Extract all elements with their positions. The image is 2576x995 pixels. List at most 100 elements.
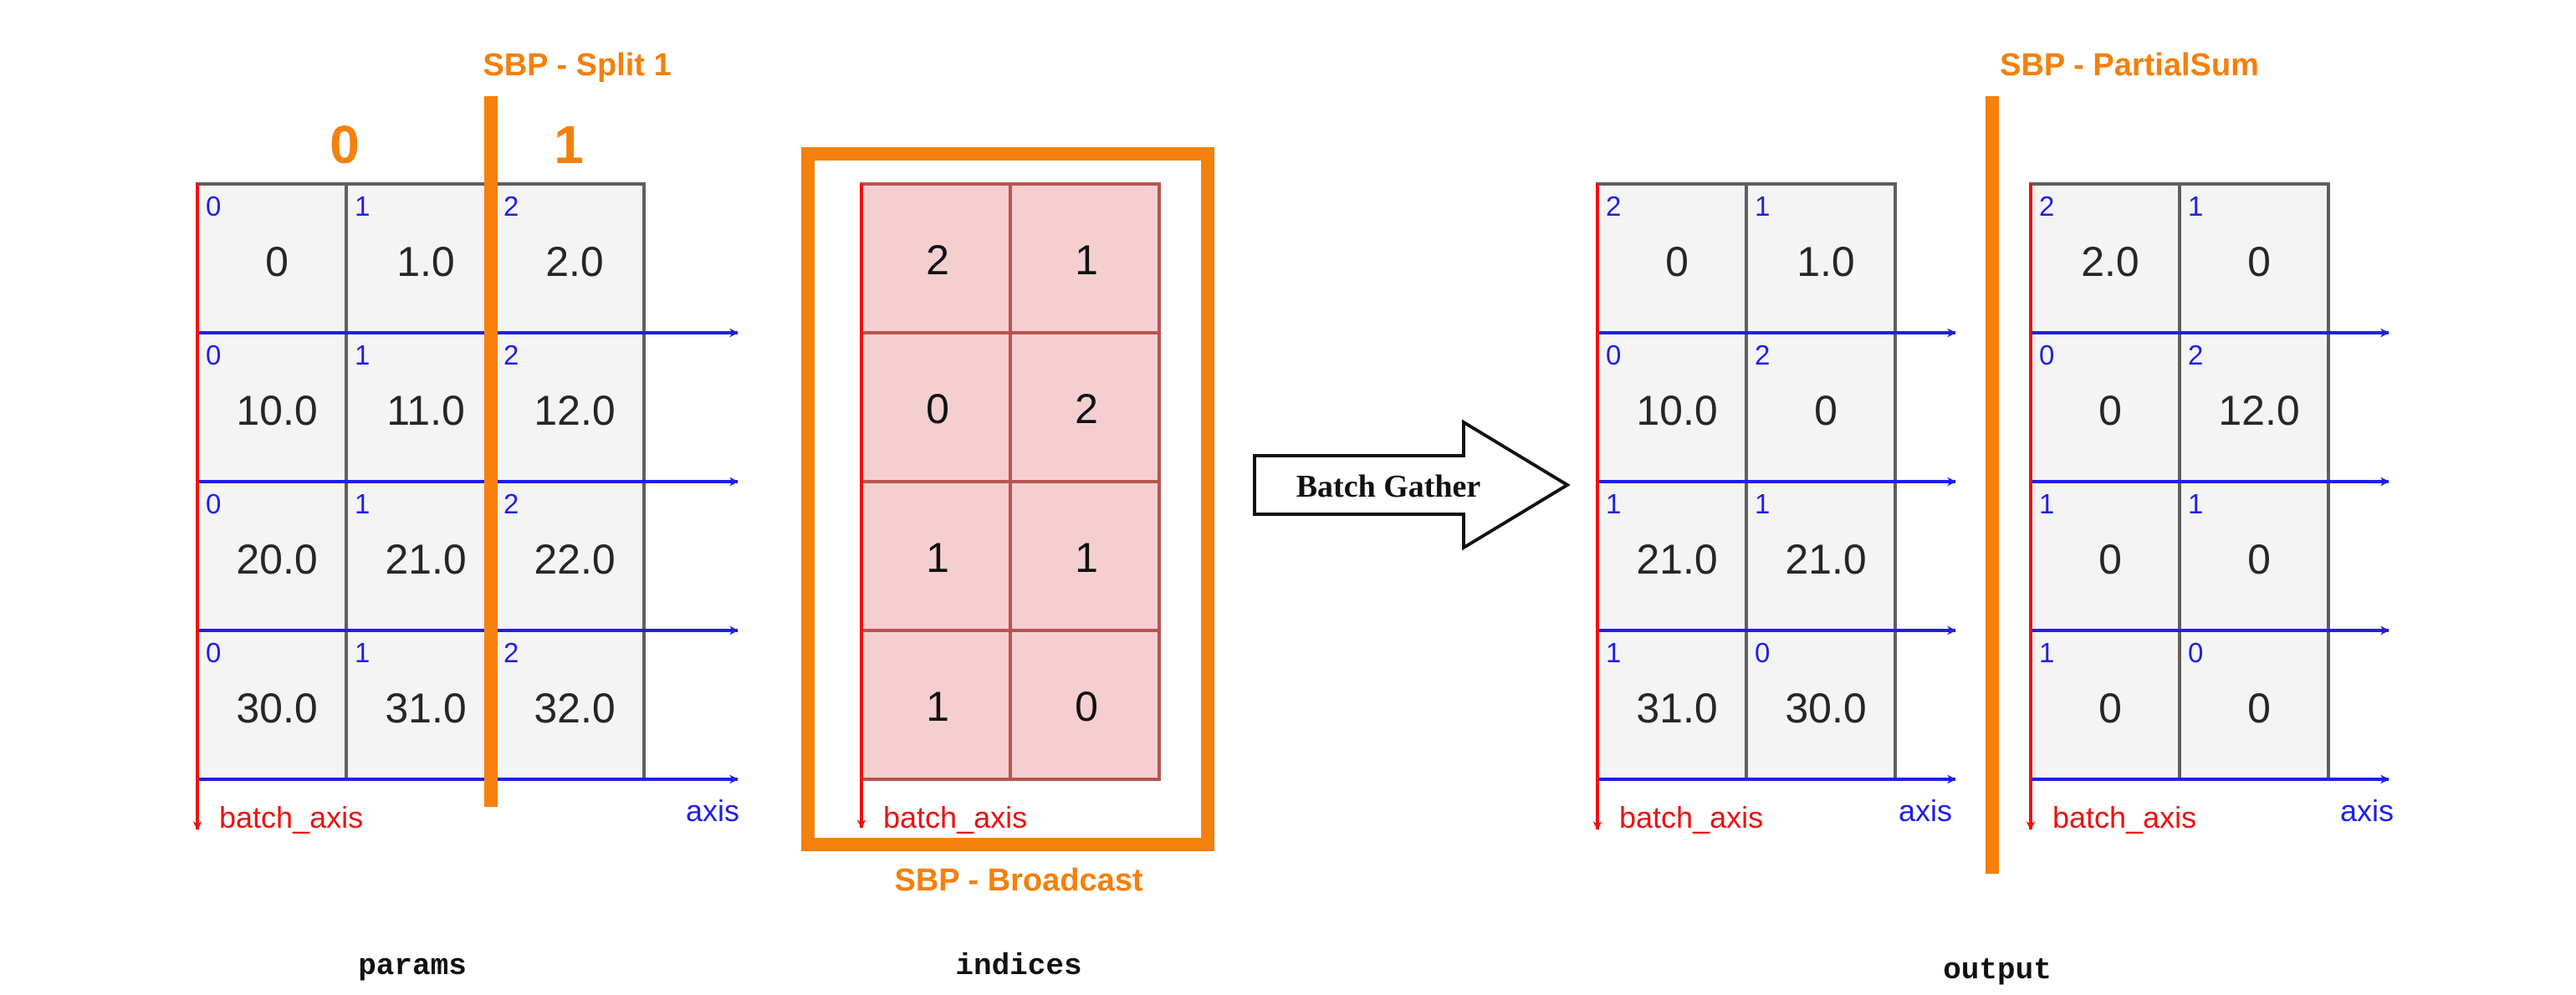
indices-caption: indices [955,949,1081,983]
params-cell [493,480,646,632]
output-left-cell-value: 0 [1665,238,1689,285]
params-cell-value: 1.0 [396,238,455,285]
output-right-cell-value: 0 [2098,536,2122,583]
output-left-cell [1745,480,1897,632]
params-sbp-label: SBP - Split 1 [483,48,671,83]
output-left-cell-index: 1 [1606,488,1621,519]
output-sbp-label: SBP - PartialSum [2000,48,2259,83]
params-cell-value: 21.0 [385,536,466,583]
output-right-cell-index: 1 [2188,191,2203,222]
output-right-cell-index: 1 [2039,637,2054,668]
params-cell [493,331,646,483]
indices-cell [860,480,1012,632]
output-left-cell-value: 0 [1814,387,1837,434]
indices-grid: 2 1 0 2 1 1 1 0 [860,182,1161,781]
output-left-cell-value: 31.0 [1636,685,1717,732]
params-partition-0: 0 [330,115,360,175]
params-cell-index: 1 [355,339,370,370]
params-cell-value: 32.0 [534,685,615,732]
params-cell-index: 0 [206,637,221,668]
params-cell-index: 0 [206,339,221,370]
indices-cell-value: 1 [926,683,949,730]
output-right-axis-label: axis [2340,793,2394,828]
output-right-batch-axis-label: batch_axis [2052,800,2196,834]
params-cell-index: 2 [503,339,519,370]
indices-broadcast-frame [801,147,1214,851]
output-right-cell-index: 1 [2039,488,2054,519]
params-cell-value: 31.0 [385,685,466,732]
params-batch-axis-label: batch_axis [219,800,363,834]
output-axes [1592,184,2390,831]
output-left-axis-label: axis [1899,793,1952,828]
params-cell-index: 2 [503,488,519,519]
params-axis-label: axis [686,793,739,828]
indices-cell [1009,480,1161,632]
output-right-cell [2178,629,2330,781]
params-cell-index: 1 [355,637,370,668]
output-right-cell-value: 0 [2247,685,2271,732]
params-cell-index: 2 [503,637,519,668]
output-left-cell-index: 1 [1606,637,1621,668]
params-cell [345,480,497,632]
params-cell-value: 12.0 [534,387,615,434]
indices-cell [860,331,1012,483]
params-cell-index: 2 [503,191,519,222]
indices-cell-value: 0 [926,385,949,432]
params-cell-value: 0 [265,238,289,285]
output-right-grid: 2 2.0 1 0 0 0 2 12.0 1 0 1 0 1 0 0 0 [2029,182,2330,781]
output-right-cell-index: 1 [2188,488,2203,519]
output-left-cell [1745,182,1897,334]
output-right-cell-value: 0 [2247,238,2271,285]
params-caption: params [358,949,467,983]
output-left-cell-value: 10.0 [1636,387,1717,434]
output-left-cell-index: 0 [1755,637,1770,668]
params-cell-value: 10.0 [236,387,317,434]
output-left-cell-index: 1 [1755,191,1770,222]
indices-cell-value: 1 [926,534,949,581]
params-cell-value: 22.0 [534,536,615,583]
output-right-cell-value: 12.0 [2218,387,2299,434]
output-right-cell-index: 2 [2188,339,2203,370]
params-partition-1: 1 [554,115,584,175]
batch-gather-arrow [1253,419,1571,551]
indices-batch-axis-label: batch_axis [883,800,1027,834]
params-cell [345,331,497,483]
output-right-cell-index: 0 [2039,339,2054,370]
indices-cell-value: 2 [1075,385,1098,432]
output-left-cell-index: 0 [1606,339,1621,370]
output-left-cell-index: 1 [1755,488,1770,519]
output-right-cell-value: 0 [2098,387,2122,434]
batch-gather-label: Batch Gather [1296,469,1481,504]
output-right-cell-value: 0 [2247,536,2271,583]
output-right-cell [2178,182,2330,334]
output-right-cell-value: 0 [2098,685,2122,732]
output-caption: output [1943,953,2052,987]
params-cell-value: 20.0 [236,536,317,583]
output-right-cell-index: 2 [2039,191,2054,222]
indices-cell-value: 1 [1075,534,1098,581]
params-cell [196,182,348,334]
output-left-cell-value: 30.0 [1785,685,1866,732]
params-axes [192,184,739,831]
output-right-cell-index: 0 [2188,637,2203,668]
indices-cell-value: 1 [1075,237,1098,283]
params-cell-index: 1 [355,191,370,222]
output-left-cell-value: 1.0 [1797,238,1855,285]
params-cell-value: 2.0 [545,238,604,285]
output-left-cell-value: 21.0 [1636,536,1717,583]
output-left-cell-index: 2 [1755,339,1770,370]
output-right-cell [2178,480,2330,632]
params-cell [493,182,646,334]
indices-sbp-label: SBP - Broadcast [894,863,1142,898]
indices-cell-value: 0 [1075,683,1098,730]
output-left-cell-value: 21.0 [1785,536,1866,583]
indices-cell-value: 2 [926,237,949,283]
output-left-cell [1596,629,1748,781]
output-left-batch-axis-label: batch_axis [1619,800,1763,834]
output-left-cell [1745,629,1897,781]
params-cell-index: 0 [206,488,221,519]
params-cell-index: 0 [206,191,221,222]
indices-cell [1009,182,1161,334]
output-left-cell-index: 2 [1606,191,1621,222]
